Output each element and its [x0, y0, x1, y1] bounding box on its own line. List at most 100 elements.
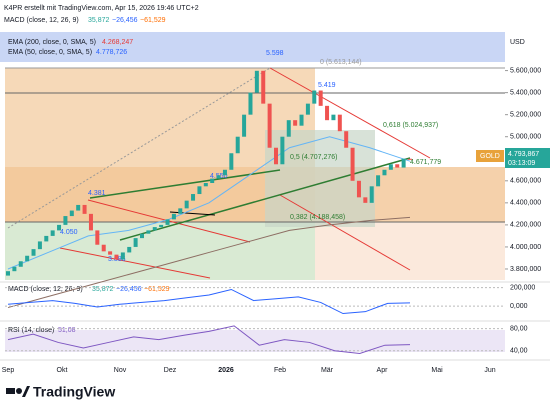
candle: [254, 70, 259, 93]
candle: [350, 147, 355, 181]
candle: [159, 224, 164, 228]
trend: [7, 67, 271, 229]
candle: [88, 213, 93, 231]
candle: [31, 249, 36, 256]
trend: [119, 157, 411, 241]
candle: [331, 114, 336, 121]
trend: [269, 67, 431, 159]
trend: [279, 194, 411, 271]
candle: [274, 147, 278, 165]
time-label: 2026: [218, 367, 234, 374]
legend-label: MACD (close, 12, 26, 9): [4, 17, 79, 24]
candle: [242, 114, 247, 137]
legend-value: −61,529: [140, 17, 166, 24]
legend-value: 35,872: [88, 17, 110, 24]
price-tick-label: 5.200,000: [510, 112, 541, 119]
candle: [344, 131, 349, 148]
candle: [57, 224, 62, 231]
legend-value: −26,456: [112, 17, 138, 24]
last-price: 4.793,867: [508, 151, 539, 158]
candle: [408, 158, 412, 160]
candle: [210, 178, 215, 184]
rsi-band: [5, 330, 505, 352]
pane-tick-label: 80,00: [510, 325, 528, 332]
time-label: Mär: [321, 367, 334, 374]
candle: [63, 216, 68, 225]
annotation: 4.381: [88, 190, 106, 197]
candle: [18, 261, 23, 267]
price-tick-label: 5.600,000: [510, 67, 541, 74]
candle: [76, 204, 81, 211]
time-label: Sep: [2, 367, 15, 374]
price-tick-label: 4.400,000: [510, 200, 541, 207]
candle: [171, 213, 176, 220]
annotation: 0 (5.613,144): [320, 59, 362, 66]
candle: [197, 186, 202, 195]
candle: [178, 208, 183, 214]
candle: [140, 233, 144, 239]
line: [7, 216, 411, 309]
time-label: Apr: [377, 367, 389, 374]
candle: [318, 90, 323, 106]
candle: [114, 254, 119, 260]
time-label: Feb: [274, 367, 286, 374]
price-tick-label: 3.800,000: [510, 266, 541, 273]
candle: [395, 164, 400, 168]
credit: K4PR erstellt mit TradingView.com, Apr 1…: [4, 5, 199, 12]
candle: [248, 92, 253, 115]
price-tick-label: 4.200,000: [510, 222, 541, 229]
candle: [184, 200, 189, 209]
pane-value: −26,456: [116, 286, 142, 293]
annotation: 0,618 (5.024,937): [383, 122, 438, 129]
candle: [299, 114, 304, 126]
candle: [25, 255, 30, 262]
countdown: 03:13:09: [508, 160, 535, 167]
candle: [203, 183, 208, 187]
time-label: Okt: [57, 367, 68, 374]
zone: [315, 222, 505, 280]
candle: [216, 175, 221, 179]
candle: [152, 227, 157, 231]
line: [7, 288, 411, 315]
candle: [165, 219, 170, 225]
candle: [191, 194, 196, 201]
pane-value: 51,08: [58, 327, 76, 334]
candle: [101, 244, 106, 252]
candle: [108, 251, 113, 255]
annotation: 5.598: [266, 50, 284, 57]
legend-value: 4.268,247: [102, 39, 133, 46]
annotation: 5.419: [318, 82, 336, 89]
time-label: Mai: [431, 367, 443, 374]
candle: [37, 241, 42, 250]
brand: TradingView: [33, 384, 115, 400]
price-tick-label: 4.600,000: [510, 178, 541, 185]
candle: [120, 252, 125, 260]
pane-label: RSI (14, close): [8, 327, 54, 334]
unit: USD: [510, 39, 525, 46]
trend: [89, 169, 281, 199]
candle: [293, 120, 298, 126]
pane-value: −61,529: [144, 286, 170, 293]
annotation: 0,382 (4.188,458): [290, 214, 345, 221]
candle: [325, 105, 330, 121]
pane-tick-label: 40,00: [510, 348, 528, 355]
candle: [82, 204, 87, 214]
candle: [146, 230, 151, 234]
logo: [6, 386, 30, 397]
zone: [5, 167, 505, 222]
candle: [229, 153, 234, 170]
candle: [369, 186, 374, 203]
annotation: 4.050: [60, 229, 78, 236]
candle: [312, 90, 317, 104]
candle: [267, 103, 272, 148]
candle: [69, 210, 74, 217]
line: [7, 136, 411, 270]
candle: [401, 158, 406, 168]
annotation: 4.671,779: [410, 159, 441, 166]
price-tick-label: 5.400,000: [510, 89, 541, 96]
candle: [95, 230, 100, 245]
time-label: Dez: [164, 367, 177, 374]
candle: [356, 180, 361, 198]
candle: [12, 266, 17, 272]
candle: [50, 230, 55, 236]
